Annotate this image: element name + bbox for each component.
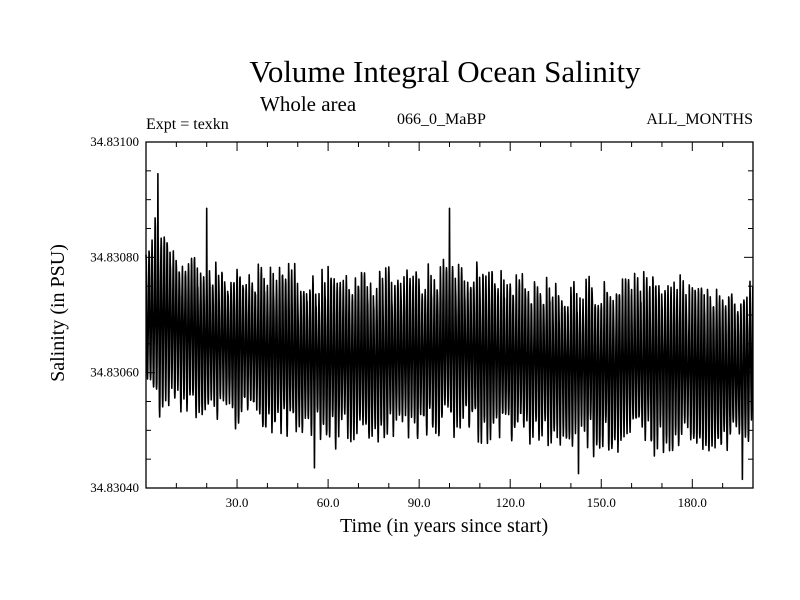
axis-tick-labels: 30.0 60.0 90.0 120.0 150.0 180.0 34.83040 34.83… [90,134,707,510]
y-tick-label: 34.83060 [90,365,139,380]
chart-title: Volume Integral Ocean Salinity [249,54,641,89]
x-tick-label: 180.0 [678,495,707,510]
run-label: 066_0_MaBP [397,111,486,128]
chart-subtitle: Whole area [260,92,357,116]
x-axis-label: Time (in years since start) [340,515,549,537]
y-tick-label: 34.83080 [90,249,139,264]
x-tick-label: 90.0 [408,495,431,510]
y-axis-label: Salinity (in PSU) [47,244,69,382]
y-tick-label: 34.83040 [90,480,139,495]
axis-ticks [146,141,753,489]
x-tick-label: 120.0 [496,495,525,510]
y-tick-label: 34.83100 [90,134,139,149]
salinity-line [145,172,754,481]
experiment-label: Expt = texkn [146,116,229,133]
x-tick-label: 30.0 [226,495,249,510]
months-label: ALL_MONTHS [646,111,753,128]
x-tick-label: 150.0 [587,495,616,510]
x-tick-label: 60.0 [317,495,340,510]
salinity-series [145,172,754,481]
